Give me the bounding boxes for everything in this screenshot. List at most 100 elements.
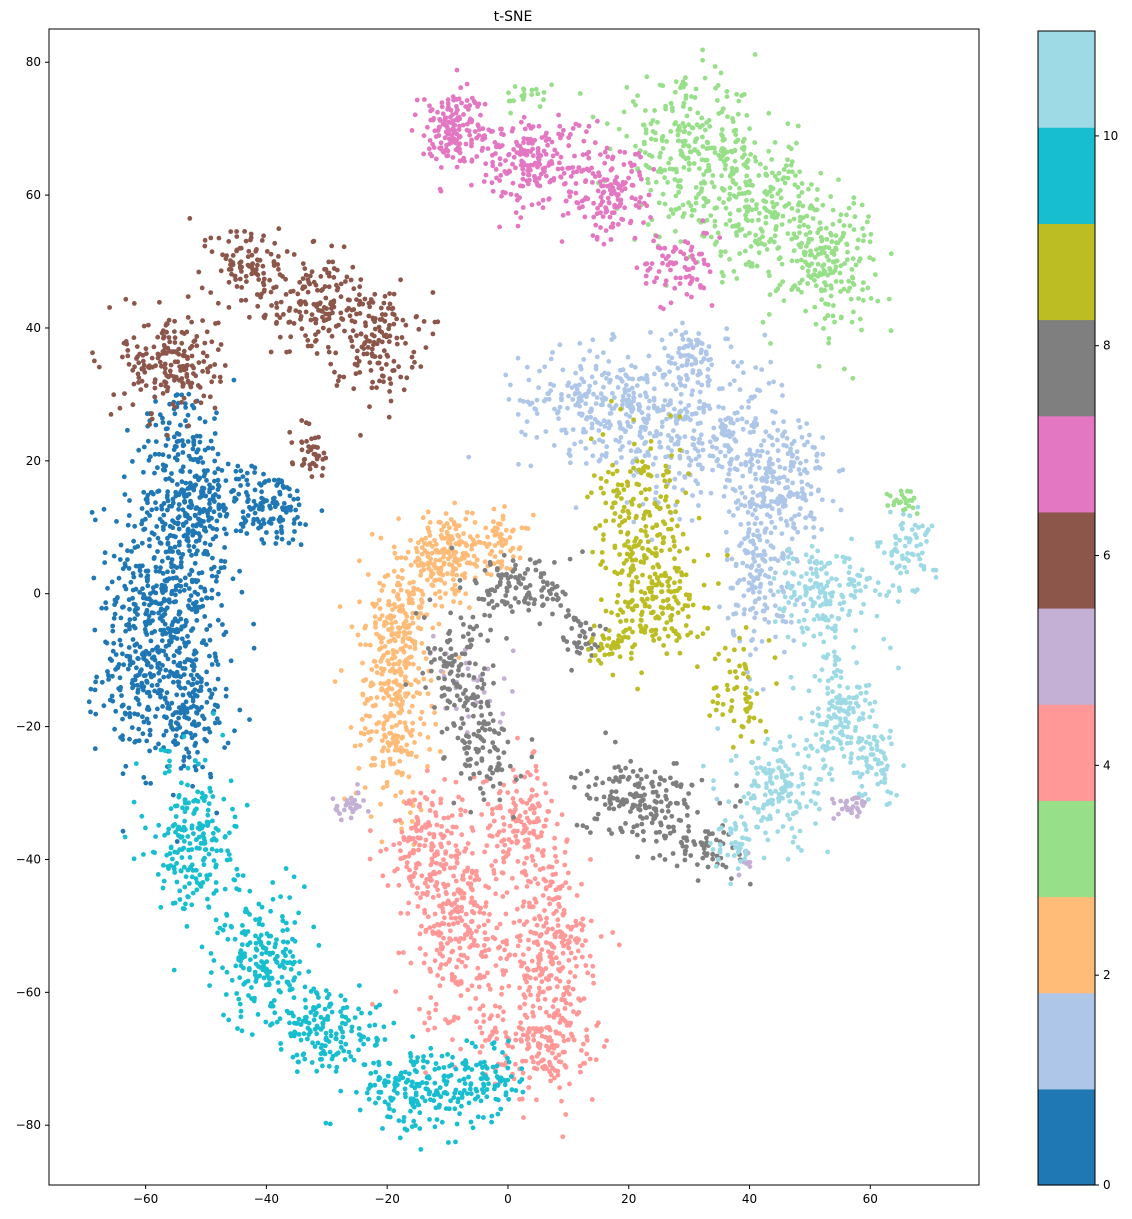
point — [529, 958, 535, 964]
point — [820, 263, 825, 269]
point — [552, 406, 557, 412]
point — [795, 123, 801, 129]
point — [398, 848, 403, 854]
point — [204, 669, 210, 675]
point — [829, 232, 834, 238]
point — [553, 853, 558, 859]
point — [473, 996, 479, 1001]
point — [669, 448, 674, 454]
point — [820, 435, 826, 440]
point — [785, 157, 790, 163]
point — [170, 525, 176, 531]
point — [455, 888, 461, 894]
point — [487, 986, 493, 992]
point — [337, 604, 343, 609]
point — [120, 828, 126, 834]
point — [218, 342, 224, 347]
point — [380, 759, 386, 765]
point — [245, 513, 251, 518]
point — [410, 720, 415, 726]
point — [194, 618, 200, 623]
point — [135, 612, 140, 617]
point — [620, 402, 625, 407]
point — [394, 593, 400, 599]
point — [110, 673, 115, 679]
point — [455, 1015, 461, 1021]
point — [400, 734, 406, 740]
series-1-points — [466, 320, 846, 692]
point — [135, 697, 141, 703]
point — [441, 815, 447, 821]
point — [665, 353, 671, 359]
point — [775, 191, 781, 197]
point — [820, 202, 826, 208]
point — [522, 822, 527, 828]
point — [648, 330, 653, 335]
point — [838, 507, 844, 513]
point — [143, 629, 149, 635]
point — [757, 237, 762, 242]
point — [753, 610, 759, 616]
point — [124, 653, 130, 659]
point — [236, 491, 242, 497]
point — [583, 963, 589, 968]
point — [155, 465, 160, 471]
point — [764, 605, 770, 611]
point — [772, 209, 778, 215]
point — [429, 800, 435, 806]
point — [575, 400, 581, 405]
point — [574, 386, 580, 392]
point — [397, 758, 403, 764]
point — [146, 690, 152, 695]
point — [412, 870, 418, 876]
point — [418, 572, 423, 578]
point — [607, 403, 612, 408]
point — [172, 359, 178, 365]
point — [190, 681, 196, 687]
point — [99, 679, 105, 685]
point — [773, 224, 779, 229]
point — [467, 944, 473, 950]
point — [672, 406, 677, 412]
point — [845, 257, 850, 263]
point — [724, 557, 730, 563]
point — [131, 683, 137, 688]
point — [464, 560, 470, 566]
point — [780, 213, 786, 219]
point — [200, 318, 206, 323]
point — [526, 900, 532, 906]
point — [107, 305, 112, 310]
point — [362, 726, 368, 731]
point — [406, 655, 412, 661]
point — [793, 173, 798, 179]
point — [474, 868, 479, 874]
point — [202, 586, 207, 592]
point — [577, 411, 582, 417]
point — [188, 672, 194, 678]
point — [753, 206, 759, 212]
point — [398, 555, 404, 560]
point — [699, 441, 705, 446]
point — [535, 847, 541, 852]
point — [524, 419, 530, 424]
point — [715, 98, 720, 103]
point — [173, 534, 178, 540]
point — [149, 655, 155, 661]
point — [780, 588, 786, 594]
point — [165, 569, 170, 575]
point — [162, 697, 168, 702]
point — [484, 571, 490, 577]
point — [178, 578, 183, 584]
point — [425, 691, 431, 697]
point — [809, 261, 815, 267]
point — [106, 672, 111, 678]
point — [276, 266, 281, 272]
point — [631, 519, 637, 525]
point — [734, 166, 739, 172]
point — [141, 655, 146, 661]
point — [517, 1005, 523, 1011]
point — [393, 678, 399, 684]
point — [493, 858, 498, 864]
point — [792, 182, 798, 188]
